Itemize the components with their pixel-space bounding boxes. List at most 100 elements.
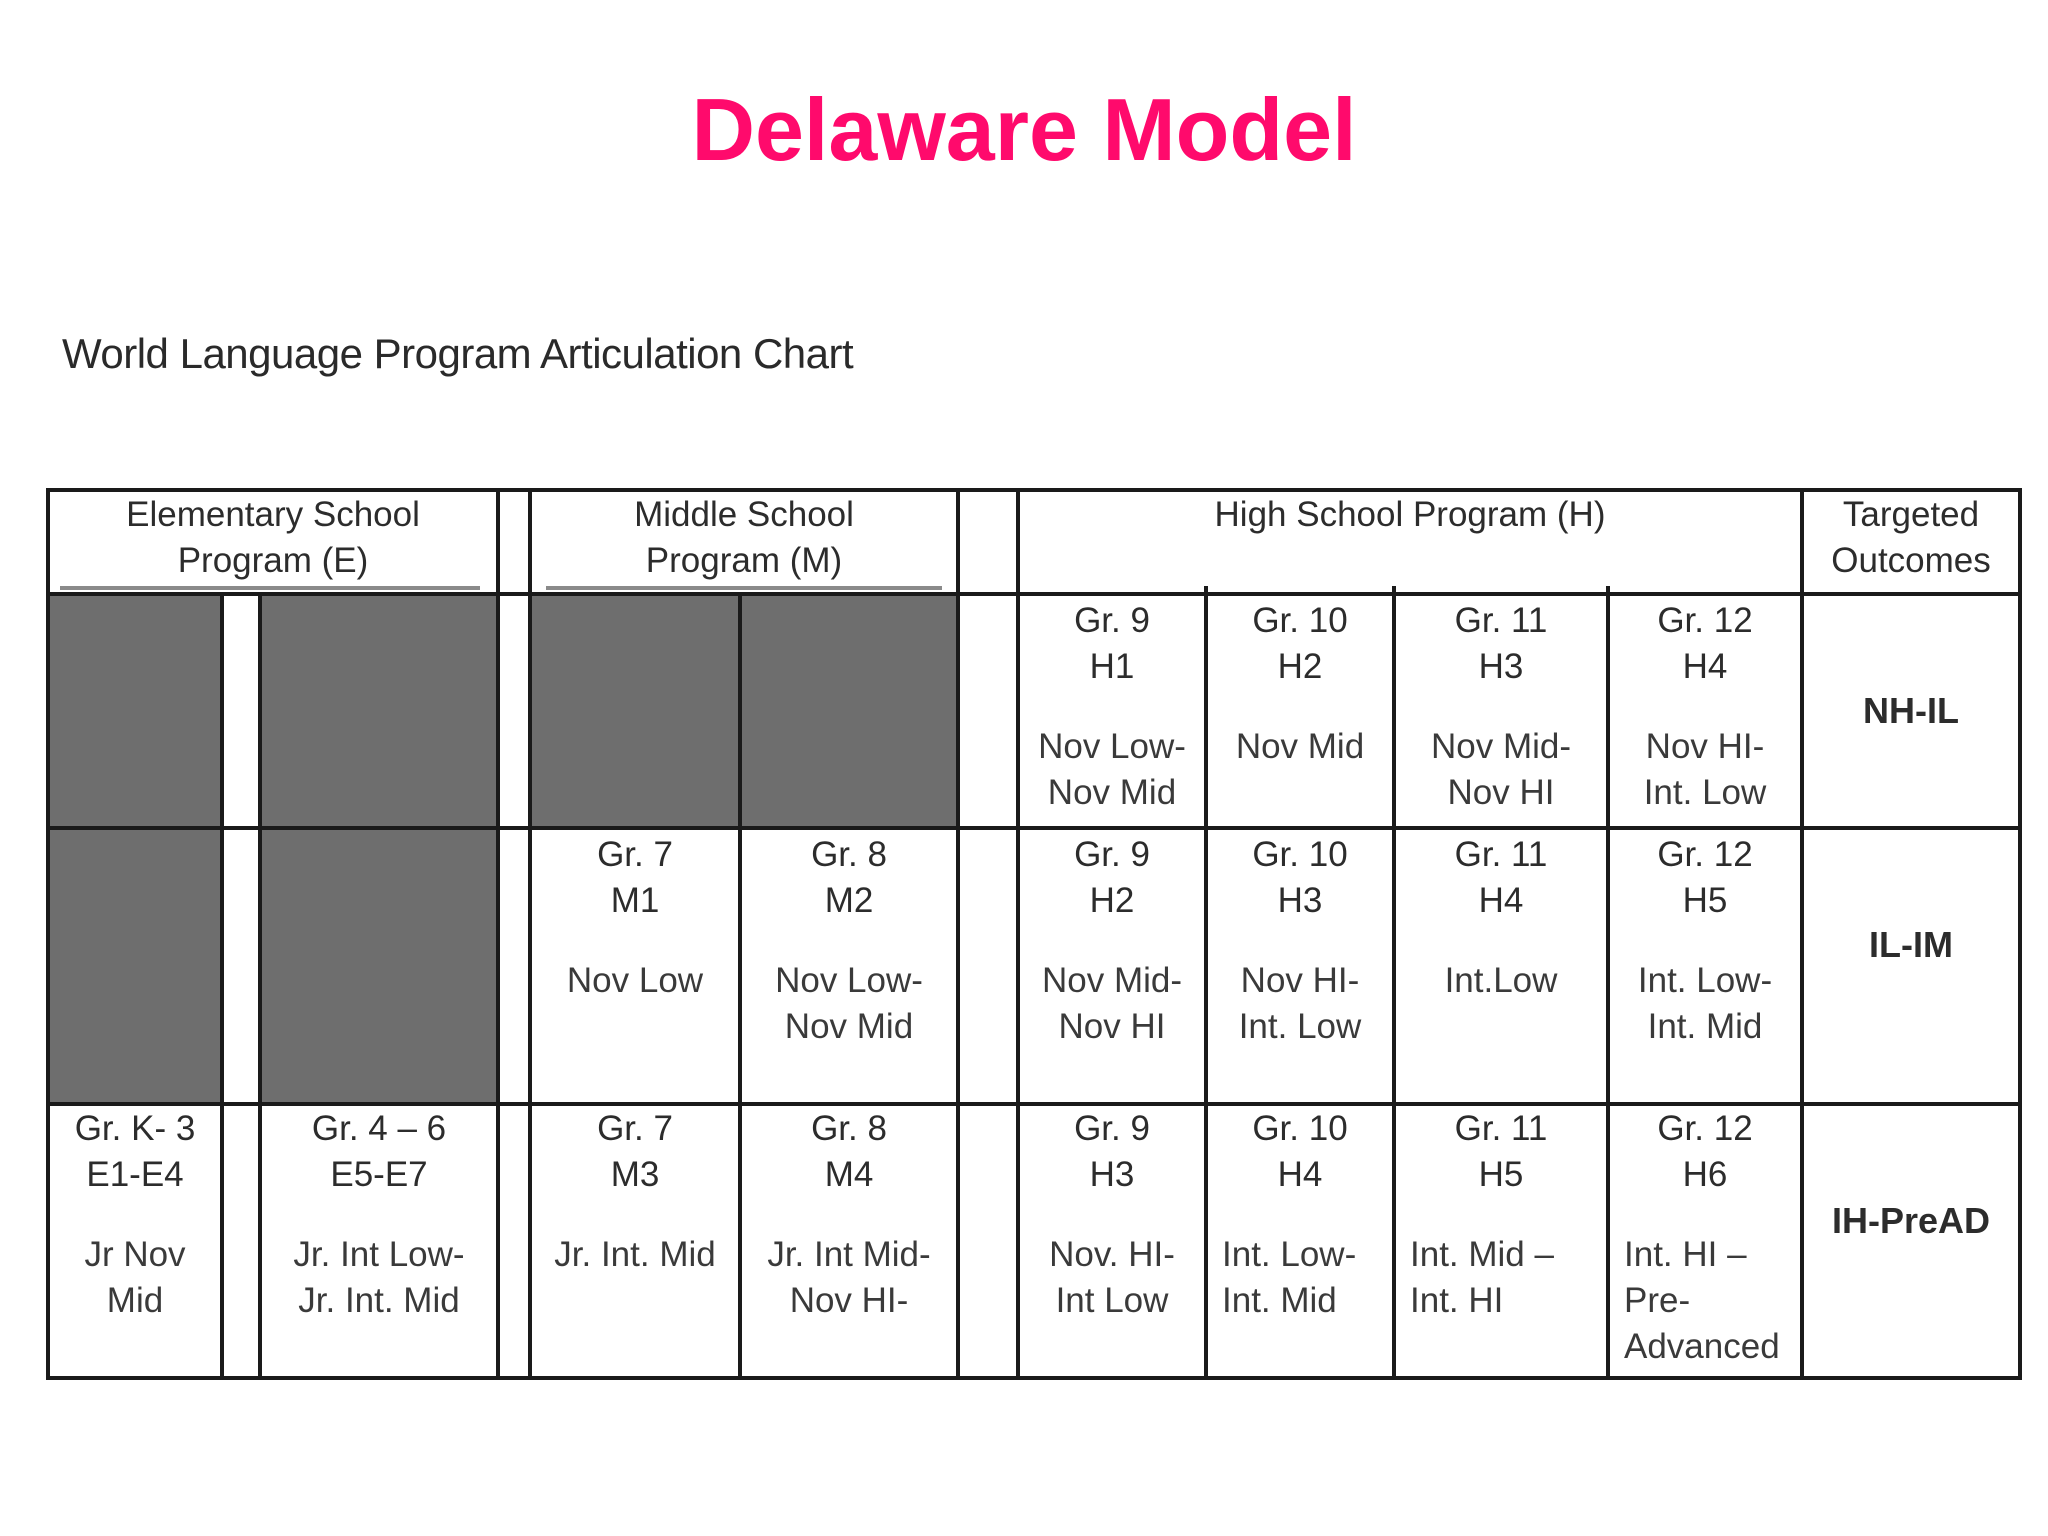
- shaded-middle-row1-b: [742, 596, 956, 828]
- cell-level-line: Jr. Int Mid-: [767, 1235, 931, 1274]
- row3-cell-gr4-6: Gr. 4 – 6 E5-E7 Jr. Int Low- Jr. Int. Mi…: [262, 1106, 496, 1324]
- header-high-line1: High School Program (H): [1214, 495, 1606, 534]
- cell-code: H4: [1682, 647, 1728, 686]
- cell-level-line: Nov HI: [1058, 1007, 1166, 1046]
- cell-level: Nov Mid- Nov HI: [1431, 724, 1571, 816]
- row2-cell-gr10: Gr. 10 H3 Nov HI- Int. Low: [1208, 832, 1392, 1050]
- rule-row2-bottom: [46, 1102, 2022, 1106]
- cell-code: H2: [1277, 647, 1323, 686]
- row1-cell-gr9: Gr. 9 H1 Nov Low- Nov Mid: [1020, 598, 1204, 816]
- cell-level-line: Int. Mid –: [1410, 1235, 1554, 1274]
- cell-level: Nov Mid: [1236, 724, 1364, 770]
- header-elementary-line2: Program (E): [177, 541, 369, 580]
- cell-grade: Gr. 10: [1252, 1109, 1348, 1148]
- header-middle-line1: Middle School: [634, 495, 854, 534]
- rule-v-8: [1204, 586, 1208, 1380]
- rule-v-7: [1016, 488, 1020, 1380]
- cell-level: Nov Low- Nov Mid: [1038, 724, 1186, 816]
- row3-cell-gr11: Gr. 11 H5 Int. Mid – Int. HI: [1396, 1106, 1606, 1324]
- cell-level: Nov HI- Int. Low: [1239, 958, 1362, 1050]
- cell-level-line: Nov HI-: [1645, 727, 1765, 766]
- cell-level-line: Jr. Int. Mid: [554, 1235, 716, 1274]
- row3-cell-gr8: Gr. 8 M4 Jr. Int Mid- Nov HI-: [742, 1106, 956, 1324]
- cell-level-line: Nov Mid: [784, 1007, 914, 1046]
- row3-cell-gr7: Gr. 7 M3 Jr. Int. Mid: [532, 1106, 738, 1278]
- cell-level-line: Nov Mid-: [1041, 961, 1183, 1000]
- cell-grade: Gr. 7: [597, 1109, 673, 1148]
- cell-grade: Gr. 12: [1657, 1109, 1753, 1148]
- cell-code: H2: [1089, 881, 1135, 920]
- cell-grade: Gr. 12: [1657, 835, 1753, 874]
- cell-grade: Gr. 9: [1074, 601, 1150, 640]
- cell-level-line: Nov Mid: [1235, 727, 1365, 766]
- cell-level-line: Int. HI –: [1624, 1235, 1747, 1274]
- rule-header-bottom: [46, 592, 2022, 596]
- shaded-elem-row2-b: [258, 830, 496, 1102]
- cell-level-line: Int. HI: [1410, 1281, 1504, 1320]
- cell-grade: Gr. 10: [1252, 601, 1348, 640]
- cell-level-line: Jr. Int. Mid: [298, 1281, 460, 1320]
- cell-level: Int. Mid – Int. HI: [1396, 1232, 1554, 1324]
- header-high: High School Program (H): [1020, 492, 1800, 538]
- cell-level-line: Int. Mid: [1647, 1007, 1763, 1046]
- header-elementary-line1: Elementary School: [126, 495, 420, 534]
- cell-level-line: Nov Low-: [1038, 727, 1186, 766]
- cell-level-line: Jr Nov: [84, 1235, 186, 1274]
- row1-cell-gr10: Gr. 10 H2 Nov Mid: [1208, 598, 1392, 770]
- cell-level: Nov Mid- Nov HI: [1042, 958, 1182, 1050]
- articulation-table: Elementary School Program (E) Middle Sch…: [46, 488, 2022, 1380]
- rule-v-0: [46, 488, 50, 1380]
- cell-level-line: Pre-: [1624, 1281, 1691, 1320]
- header-outcomes-line1: Targeted: [1842, 495, 1980, 534]
- cell-grade: Gr. 4 – 6: [311, 1109, 447, 1148]
- cell-grade: Gr. K- 3: [74, 1109, 196, 1148]
- header-middle: Middle School Program (M): [532, 492, 956, 584]
- cell-code: H4: [1478, 881, 1524, 920]
- cell-level-line: Int Low: [1055, 1281, 1169, 1320]
- row2-cell-gr8: Gr. 8 M2 Nov Low- Nov Mid: [742, 832, 956, 1050]
- cell-level: Jr. Int Low- Jr. Int. Mid: [293, 1232, 464, 1324]
- cell-code: M3: [610, 1155, 660, 1194]
- row1-cell-gr11: Gr. 11 H3 Nov Mid- Nov HI: [1396, 598, 1606, 816]
- rule-v-10: [1606, 586, 1610, 1380]
- row2-cell-gr9: Gr. 9 H2 Nov Mid- Nov HI: [1020, 832, 1204, 1050]
- row2-cell-gr12: Gr. 12 H5 Int. Low- Int. Mid: [1610, 832, 1800, 1050]
- cell-grade: Gr. 10: [1252, 835, 1348, 874]
- cell-level: Int. Low- Int. Mid: [1638, 958, 1772, 1050]
- cell-level-line: Nov Mid-: [1430, 727, 1572, 766]
- cell-code: H3: [1478, 647, 1524, 686]
- shaded-elem-row1-b: [258, 596, 496, 828]
- shaded-middle-row1-a: [528, 596, 738, 828]
- cell-level-line: Int. Low: [1238, 1007, 1362, 1046]
- cell-code: H5: [1682, 881, 1728, 920]
- cell-level-line: Int. Mid: [1222, 1281, 1337, 1320]
- cell-code: H5: [1478, 1155, 1524, 1194]
- rule-row1-bottom: [46, 826, 2022, 830]
- rule-v-5: [738, 592, 742, 1380]
- row3-cell-gr9: Gr. 9 H3 Nov. HI- Int Low: [1020, 1106, 1204, 1324]
- cell-grade: Gr. 12: [1657, 601, 1753, 640]
- cell-level-line: Int.Low: [1444, 961, 1558, 1000]
- cell-level-line: Int. Low: [1643, 773, 1767, 812]
- cell-level-line: Int. Low-: [1222, 1235, 1357, 1274]
- cell-level-line: Nov Low-: [775, 961, 923, 1000]
- cell-grade: Gr. 7: [597, 835, 673, 874]
- row2-cell-gr11: Gr. 11 H4 Int.Low: [1396, 832, 1606, 1004]
- row3-cell-gr10: Gr. 10 H4 Int. Low- Int. Mid: [1208, 1106, 1392, 1324]
- cell-level: Int.Low: [1445, 958, 1558, 1004]
- rule-v-12: [2018, 488, 2022, 1380]
- rule-bottom: [46, 1376, 2022, 1380]
- shaded-elem-row2-a: [46, 830, 220, 1102]
- cell-level-line: Jr. Int Low-: [293, 1235, 465, 1274]
- cell-level: Nov Low- Nov Mid: [775, 958, 923, 1050]
- cell-code: H1: [1089, 647, 1135, 686]
- row2-cell-gr7: Gr. 7 M1 Nov Low: [532, 832, 738, 1004]
- cell-level: Jr. Int Mid- Nov HI-: [767, 1232, 930, 1324]
- header-underbar-elementary: [60, 586, 480, 590]
- row1-cell-gr12: Gr. 12 H4 Nov HI- Int. Low: [1610, 598, 1800, 816]
- cell-grade: Gr. 8: [811, 835, 887, 874]
- page-title: Delaware Model: [691, 80, 1357, 179]
- rule-v-6: [956, 488, 960, 1380]
- cell-level: Int. HI – Pre- Advanced: [1610, 1232, 1780, 1370]
- rule-v-9: [1392, 586, 1396, 1380]
